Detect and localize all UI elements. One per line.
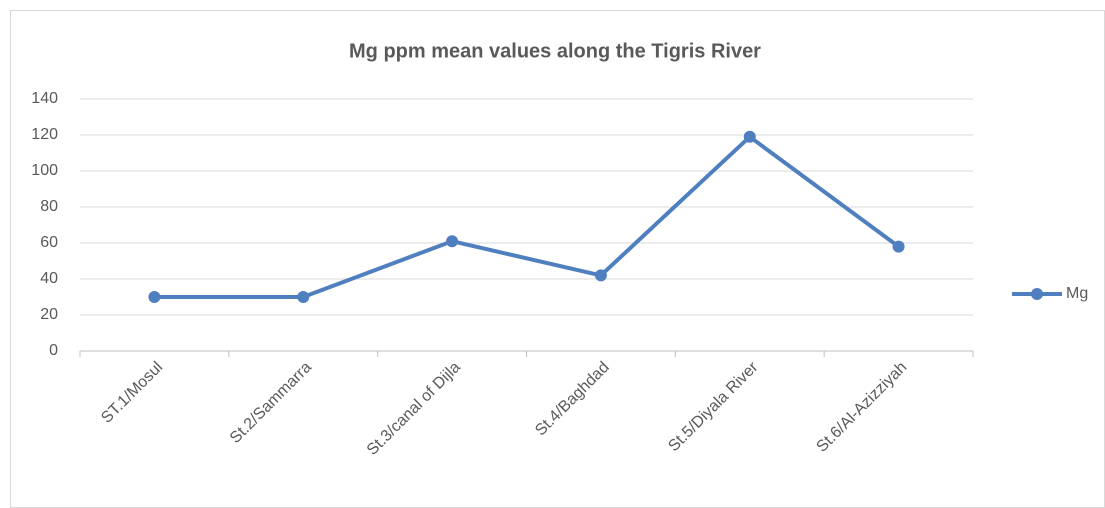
y-tick-label: 60 [40,234,58,251]
y-tick-label: 20 [40,306,58,323]
chart-title: Mg ppm mean values along the Tigris Rive… [349,40,761,62]
chart-border [10,10,1105,508]
data-point [148,291,161,303]
y-tick-label: 100 [31,162,58,179]
y-tick-label: 120 [31,126,58,143]
y-tick-label: 140 [31,90,58,107]
y-tick-label: 80 [40,198,58,215]
data-point [297,291,310,303]
data-point [743,130,756,143]
y-tick-label: 40 [40,270,58,287]
legend-marker [1031,288,1043,300]
series-line [154,134,900,299]
data-point [594,269,607,282]
data-point [892,240,905,253]
data-point [446,235,459,248]
y-tick-label: 0 [49,342,58,359]
legend-label: Mg [1066,285,1088,302]
